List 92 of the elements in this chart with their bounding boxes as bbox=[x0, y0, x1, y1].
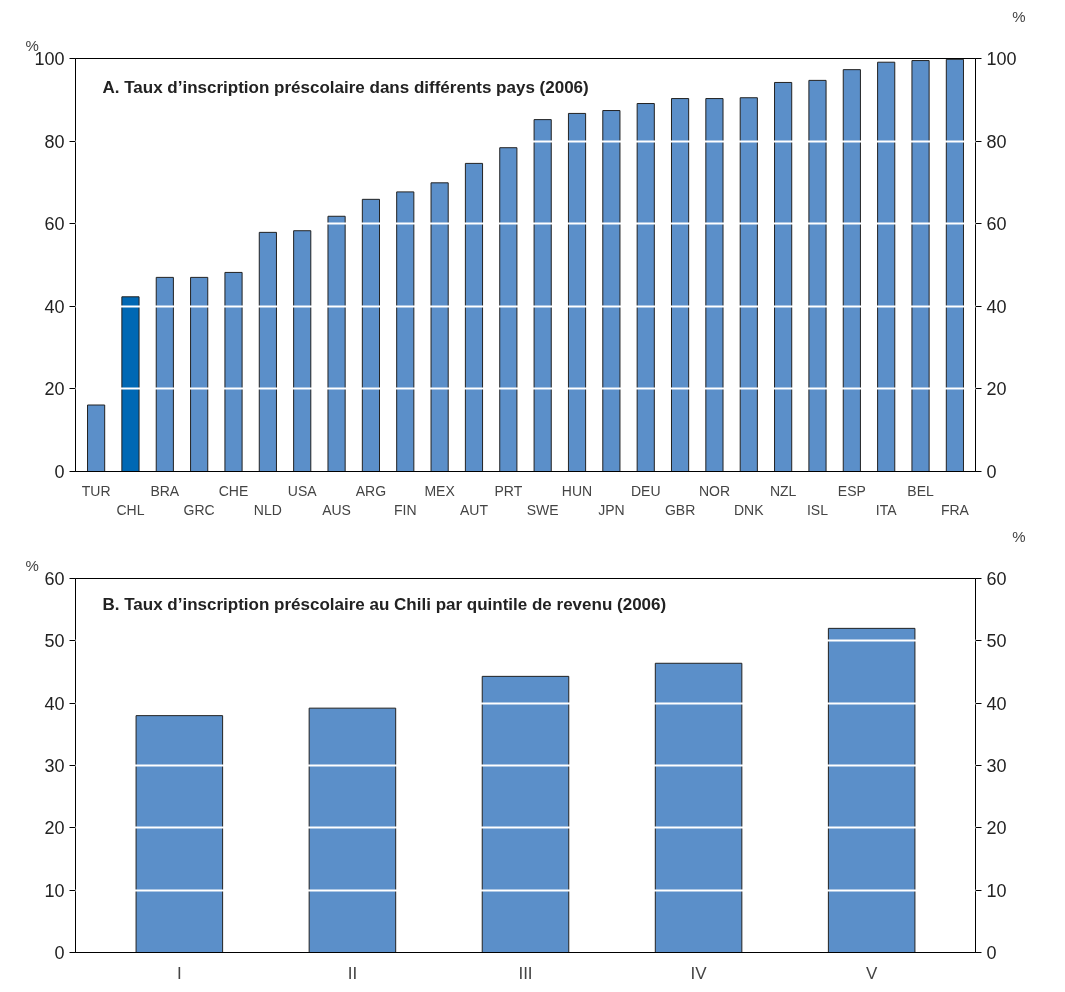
bar bbox=[430, 182, 449, 472]
bar bbox=[499, 147, 518, 472]
text: B. Taux d’inscription préscolaire au Chili par quintile de revenu (2006) bbox=[102, 595, 667, 615]
y2-tick-label: 20 bbox=[986, 818, 1007, 839]
x-tick-label: NZL bbox=[769, 482, 797, 499]
x-tick-label: GRC bbox=[183, 501, 215, 518]
y2-tick-label: 40 bbox=[986, 693, 1007, 714]
y2-tick-label: 10 bbox=[986, 880, 1007, 901]
bar bbox=[945, 58, 964, 472]
bar bbox=[842, 69, 861, 472]
y-tick-label: 0 bbox=[54, 462, 65, 482]
x-tick-label: BEL bbox=[907, 482, 934, 499]
x-tick-label: PRT bbox=[494, 482, 523, 499]
x-tick-label: ITA bbox=[875, 501, 898, 518]
bar bbox=[654, 662, 743, 953]
y2-axis-title: % bbox=[1012, 527, 1026, 545]
x-tick-label: GBR bbox=[664, 501, 696, 518]
bar bbox=[155, 276, 174, 472]
bar bbox=[739, 97, 758, 472]
x-tick-label: FRA bbox=[940, 501, 970, 518]
bar bbox=[533, 119, 552, 472]
y2-tick-label: 80 bbox=[986, 131, 1007, 152]
y-axis-title: % bbox=[25, 556, 39, 574]
y2-tick-label: 0 bbox=[986, 462, 997, 482]
x-tick-label: USA bbox=[287, 482, 318, 499]
x-tick-label: TUR bbox=[81, 482, 111, 499]
y-tick-label: 40 bbox=[44, 296, 65, 317]
y2-tick-label: 30 bbox=[986, 756, 1007, 776]
bar bbox=[258, 231, 277, 472]
bar bbox=[774, 81, 793, 472]
x-tick-label: FIN bbox=[394, 501, 417, 518]
y-tick-label: 20 bbox=[44, 818, 65, 839]
bar bbox=[121, 296, 140, 472]
bar bbox=[567, 112, 587, 472]
bar bbox=[808, 79, 827, 472]
y-tick-label: 20 bbox=[44, 379, 65, 400]
x-tick-label: IV bbox=[690, 963, 708, 983]
bar bbox=[361, 198, 381, 472]
y-tick-label: 50 bbox=[44, 631, 65, 652]
y-tick-label: 0 bbox=[54, 943, 65, 963]
x-tick-label: III bbox=[518, 963, 533, 983]
y-tick-label: 40 bbox=[44, 693, 65, 714]
x-tick-label: CHE bbox=[218, 482, 249, 499]
y-tick-label: 60 bbox=[44, 569, 65, 589]
x-tick-label: ARG bbox=[355, 482, 387, 499]
x-tick-label: CHL bbox=[116, 501, 145, 518]
bar bbox=[911, 60, 930, 472]
x-tick-label: HUN bbox=[561, 482, 593, 499]
y2-tick-label: 0 bbox=[986, 943, 997, 963]
y-tick-label: 30 bbox=[44, 756, 65, 776]
y2-tick-label: 60 bbox=[986, 569, 1007, 589]
bar bbox=[87, 404, 106, 472]
y-tick-label: 10 bbox=[44, 880, 65, 901]
bar bbox=[481, 675, 570, 953]
bar bbox=[135, 715, 224, 953]
x-tick-label: SWE bbox=[526, 501, 559, 518]
y2-tick-label: 100 bbox=[986, 49, 1017, 69]
bar bbox=[308, 707, 397, 953]
x-tick-label: DEU bbox=[630, 482, 661, 499]
x-tick-label: ESP bbox=[837, 482, 866, 499]
x-tick-label: II bbox=[347, 963, 358, 983]
y2-tick-label: 40 bbox=[986, 296, 1007, 317]
text: A. Taux d’inscription préscolaire dans différents pays (2006) bbox=[102, 77, 589, 97]
y-tick-label: 60 bbox=[44, 214, 65, 235]
y2-tick-label: 20 bbox=[986, 379, 1007, 400]
x-tick-label: AUS bbox=[322, 501, 351, 518]
x-tick-label: JPN bbox=[598, 501, 625, 518]
bar bbox=[190, 276, 209, 472]
bar bbox=[327, 215, 346, 472]
x-tick-label: MEX bbox=[424, 482, 456, 499]
x-tick-label: NOR bbox=[698, 482, 730, 499]
x-tick-label: BRA bbox=[150, 482, 180, 499]
bar bbox=[827, 627, 916, 953]
x-tick-label: I bbox=[176, 963, 182, 983]
y-tick-label: 80 bbox=[44, 131, 65, 152]
bar bbox=[670, 98, 690, 472]
bar bbox=[705, 98, 724, 472]
x-tick-label: ISL bbox=[806, 501, 829, 518]
bar bbox=[293, 230, 312, 472]
x-tick-label: DNK bbox=[734, 501, 765, 518]
bar bbox=[224, 271, 243, 472]
y2-tick-label: 60 bbox=[986, 214, 1007, 235]
bar bbox=[636, 103, 655, 472]
bar bbox=[396, 191, 415, 472]
y2-axis-title: % bbox=[1012, 7, 1026, 25]
x-tick-label: V bbox=[865, 963, 878, 983]
y2-tick-label: 50 bbox=[986, 631, 1007, 652]
bar bbox=[877, 61, 896, 472]
bar bbox=[464, 162, 484, 472]
x-tick-label: AUT bbox=[459, 501, 489, 518]
x-tick-label: NLD bbox=[253, 501, 282, 518]
bar bbox=[602, 110, 621, 472]
